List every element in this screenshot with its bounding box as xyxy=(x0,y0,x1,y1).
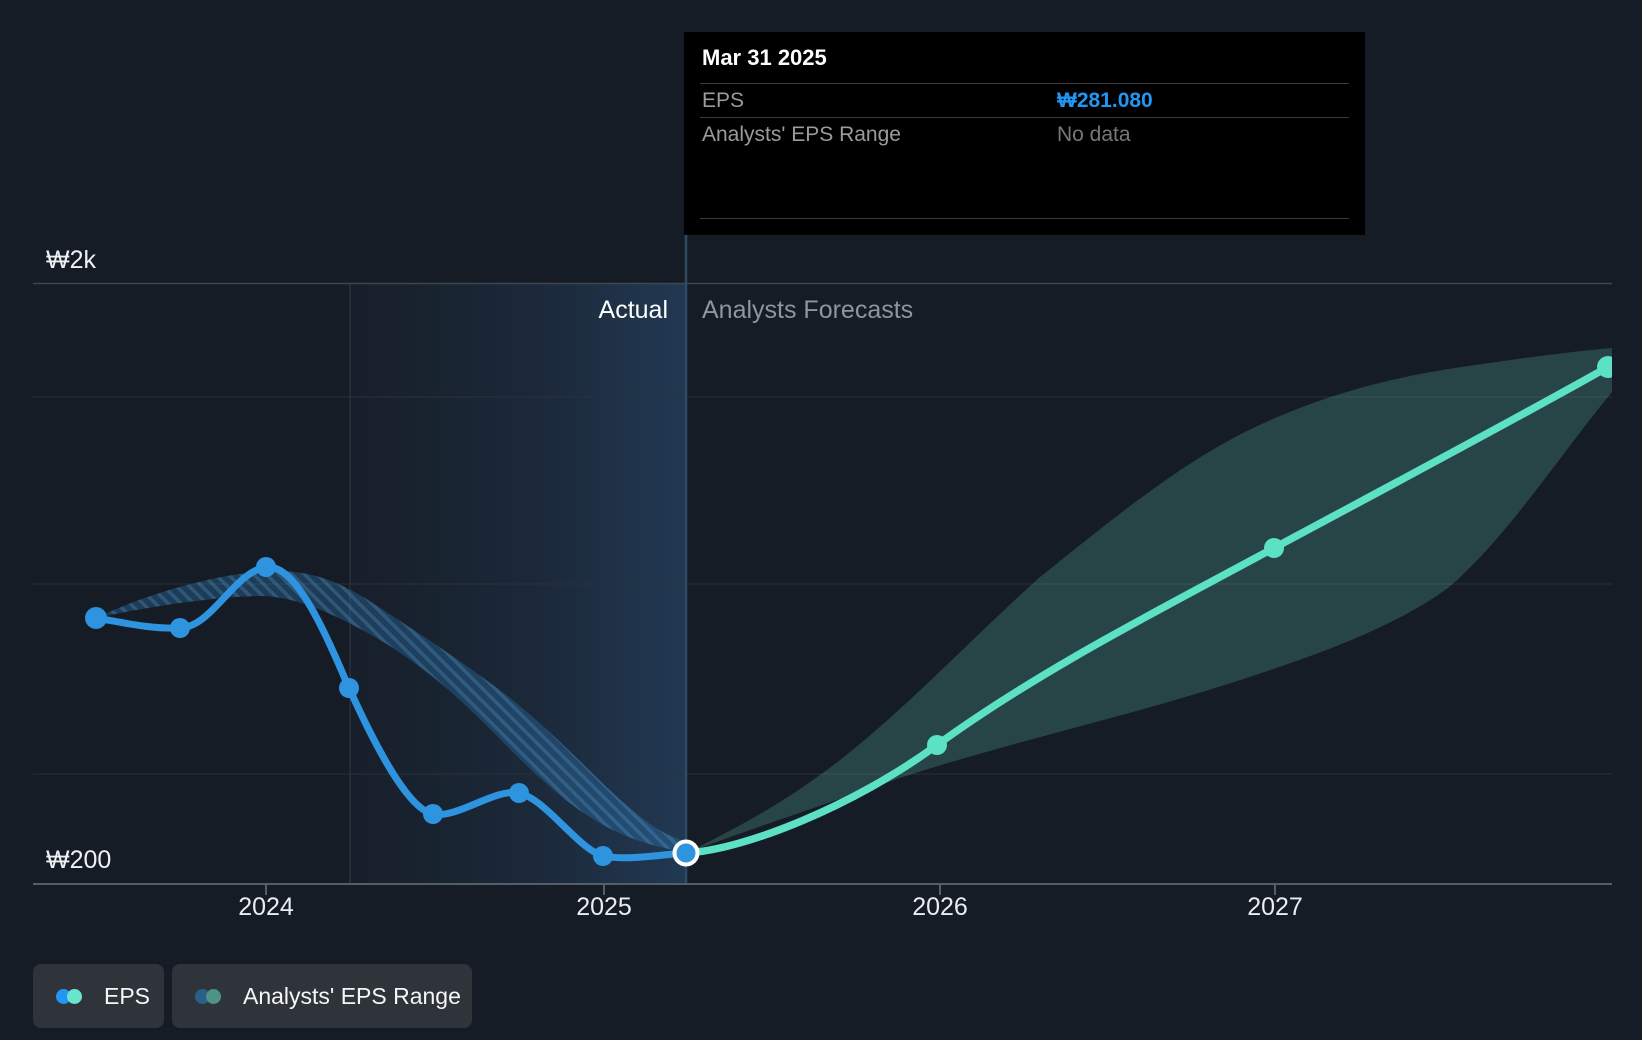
legend-item-label: Analysts' EPS Range xyxy=(243,983,461,1009)
actual-range-band xyxy=(96,571,686,852)
tooltip-divider xyxy=(700,218,1349,219)
actual-data-points[interactable] xyxy=(85,557,613,866)
data-point-jun-2023 xyxy=(85,607,107,629)
data-point-mar-2024 xyxy=(339,678,359,698)
range-forecast-color-dot xyxy=(206,988,221,1004)
tooltip-eps-value: ₩281.080 xyxy=(1057,89,1153,112)
x-tick-2025: 2025 xyxy=(576,893,632,921)
legend-item-label: EPS xyxy=(104,983,151,1009)
data-point-dec-2024 xyxy=(593,846,613,866)
forecast-data-points[interactable] xyxy=(927,356,1619,755)
y-axis-label-top: ₩2k xyxy=(46,246,96,274)
tooltip-range-label: Analysts' EPS Range xyxy=(702,123,901,146)
chart-tooltip: Mar 31 2025 EPS ₩281.080 Analysts' EPS R… xyxy=(684,32,1365,235)
forecast-range-band xyxy=(686,348,1612,853)
actual-section-label: Actual xyxy=(598,296,668,324)
tooltip-date: Mar 31 2025 xyxy=(702,45,827,70)
data-point-sep-2023 xyxy=(170,618,190,638)
legend-item-analysts-eps-range[interactable]: Analysts' EPS Range xyxy=(172,964,472,1028)
tooltip-range-value: No data xyxy=(1057,123,1131,146)
y-axis-label-bottom: ₩200 xyxy=(46,846,112,874)
data-point-sep-2024 xyxy=(509,783,529,803)
x-axis xyxy=(33,883,1612,895)
data-point-dec-2027 xyxy=(1597,356,1612,378)
forecast-section-label: Analysts Forecasts xyxy=(702,296,914,324)
data-point-dec-2025 xyxy=(927,735,947,755)
x-tick-2026: 2026 xyxy=(912,893,968,921)
selected-data-point-mar-2025[interactable] xyxy=(672,839,700,867)
forecast-line xyxy=(682,363,1612,857)
tooltip-divider xyxy=(700,117,1349,118)
x-tick-2024: 2024 xyxy=(238,893,294,921)
tooltip-eps-label: EPS xyxy=(702,89,745,112)
actual-line xyxy=(92,563,690,862)
data-point-jun-2024 xyxy=(423,804,443,824)
eps-forecast-color-dot xyxy=(67,988,82,1004)
tooltip-divider xyxy=(700,83,1349,84)
data-point-dec-2026 xyxy=(1264,538,1284,558)
data-point-dec-2023 xyxy=(256,557,276,577)
legend-item-eps[interactable]: EPS xyxy=(33,964,164,1028)
x-tick-2027: 2027 xyxy=(1247,893,1303,921)
